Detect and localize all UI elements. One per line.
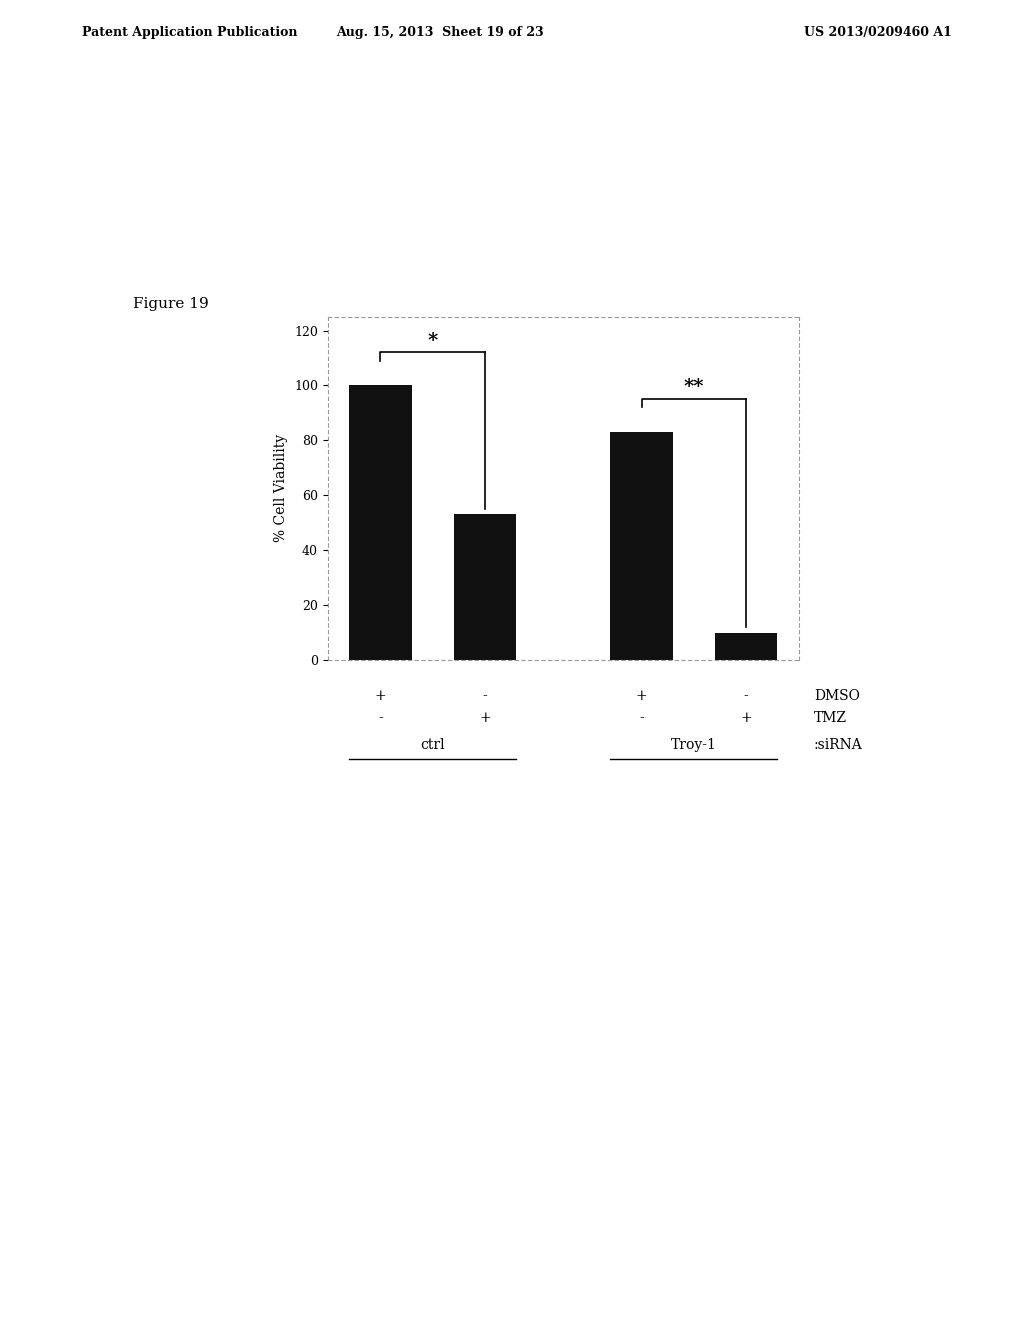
Text: +: + bbox=[740, 710, 752, 725]
Bar bbox=[349, 385, 412, 660]
Text: TMZ: TMZ bbox=[814, 710, 847, 725]
Y-axis label: % Cell Viability: % Cell Viability bbox=[274, 434, 289, 543]
Text: Troy-1: Troy-1 bbox=[671, 738, 717, 752]
Bar bbox=[715, 632, 777, 660]
Text: Patent Application Publication: Patent Application Publication bbox=[82, 26, 297, 40]
Text: +: + bbox=[375, 689, 386, 702]
Text: +: + bbox=[479, 710, 490, 725]
Text: Aug. 15, 2013  Sheet 19 of 23: Aug. 15, 2013 Sheet 19 of 23 bbox=[337, 26, 544, 40]
Bar bbox=[610, 432, 673, 660]
Text: -: - bbox=[639, 710, 644, 725]
Text: -: - bbox=[378, 710, 383, 725]
Text: +: + bbox=[636, 689, 647, 702]
Text: US 2013/0209460 A1: US 2013/0209460 A1 bbox=[805, 26, 952, 40]
Text: -: - bbox=[743, 689, 749, 702]
Text: Figure 19: Figure 19 bbox=[133, 297, 209, 312]
Text: :siRNA: :siRNA bbox=[814, 738, 862, 752]
Text: **: ** bbox=[683, 379, 705, 396]
Text: ctrl: ctrl bbox=[420, 738, 445, 752]
Text: DMSO: DMSO bbox=[814, 689, 860, 702]
Text: -: - bbox=[482, 689, 487, 702]
Text: *: * bbox=[428, 331, 438, 350]
Bar bbox=[454, 515, 516, 660]
